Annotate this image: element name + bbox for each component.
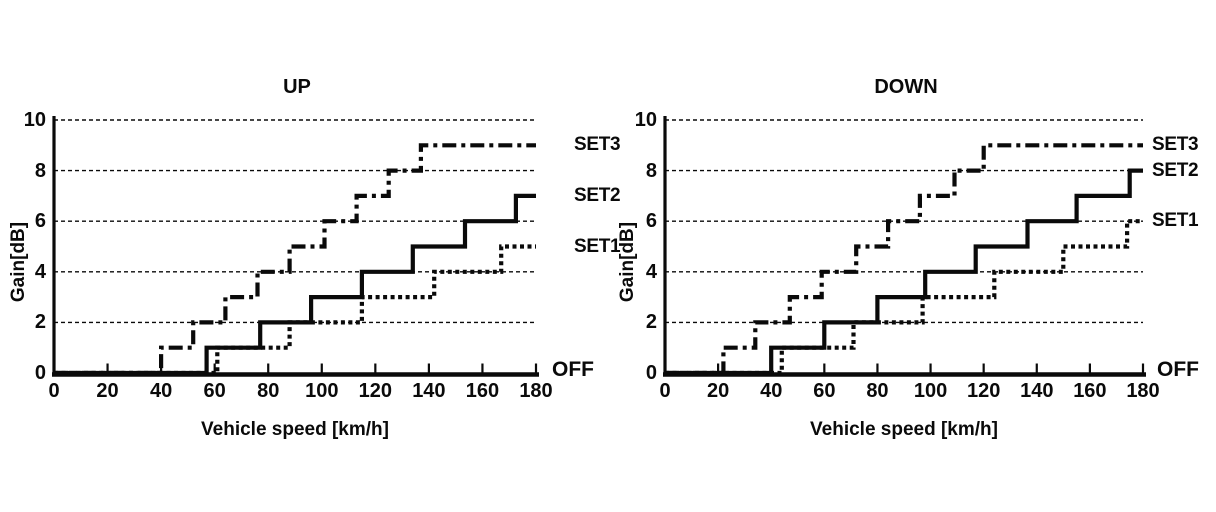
up-x-tick-label-180: 180 xyxy=(519,380,553,402)
up-y-tick-label-4: 4 xyxy=(34,260,46,283)
down-x-tick-label-100: 100 xyxy=(913,380,948,402)
off-label-up: OFF xyxy=(552,358,594,381)
up-x-tick-label-20: 20 xyxy=(96,380,119,402)
x-axis-label-up: Vehicle speed [km/h] xyxy=(201,419,389,440)
up-set3-curve xyxy=(54,143,536,376)
up-x-tick-label-40: 40 xyxy=(149,380,173,402)
down-set3-curve xyxy=(665,143,1143,376)
up-y-tick-label-8: 8 xyxy=(34,159,46,182)
up-set1-curve xyxy=(54,244,536,376)
up-x-tick-label-140: 140 xyxy=(412,380,446,402)
up-y-tick-label-10: 10 xyxy=(23,109,46,131)
x-axis-label-down: Vehicle speed [km/h] xyxy=(810,419,998,440)
up-x-tick-label-100: 100 xyxy=(305,380,339,402)
down-y-tick-label-8: 8 xyxy=(645,159,657,182)
down-y-tick-label-4: 4 xyxy=(645,260,657,283)
down-set1-curve xyxy=(665,219,1143,376)
up-x-tick-label-120: 120 xyxy=(358,380,393,402)
up-y-tick-label-2: 2 xyxy=(34,311,46,334)
down-x-tick-label-0: 0 xyxy=(659,380,671,402)
down-x-tick-label-60: 60 xyxy=(813,380,836,402)
up-y-tick-label-0: 0 xyxy=(34,362,46,384)
up-y-tick-label-6: 6 xyxy=(34,210,46,233)
down-x-tick-label-140: 140 xyxy=(1020,380,1054,402)
down-x-tick-label-80: 80 xyxy=(866,380,889,402)
down-y-tick-label-10: 10 xyxy=(634,109,657,131)
up-x-tick-label-160: 160 xyxy=(465,380,500,402)
off-label-down: OFF xyxy=(1157,358,1199,381)
up-set2-curve xyxy=(54,193,536,376)
up-x-tick-label-80: 80 xyxy=(257,380,280,402)
down-x-tick-label-160: 160 xyxy=(1073,380,1107,402)
series-label-down-set1: SET1 xyxy=(1152,210,1199,231)
up-x-tick-label-0: 0 xyxy=(48,380,60,402)
down-y-tick-label-6: 6 xyxy=(645,210,657,233)
series-label-up-set3: SET3 xyxy=(574,134,621,155)
down-y-tick-label-2: 2 xyxy=(645,311,657,334)
series-label-down-set2: SET2 xyxy=(1152,160,1199,181)
chart-title-up: UP xyxy=(283,76,311,98)
chart-title-down: DOWN xyxy=(874,76,938,98)
down-x-tick-label-20: 20 xyxy=(706,380,730,402)
down-y-tick-label-0: 0 xyxy=(645,362,657,384)
up-x-tick-label-60: 60 xyxy=(203,380,226,402)
series-label-up-set1: SET1 xyxy=(574,236,621,257)
down-x-tick-label-40: 40 xyxy=(760,380,783,402)
down-x-tick-label-120: 120 xyxy=(966,380,1001,402)
series-label-up-set2: SET2 xyxy=(574,185,621,206)
down-x-tick-label-180: 180 xyxy=(1126,380,1160,402)
series-label-down-set3: SET3 xyxy=(1152,134,1199,155)
